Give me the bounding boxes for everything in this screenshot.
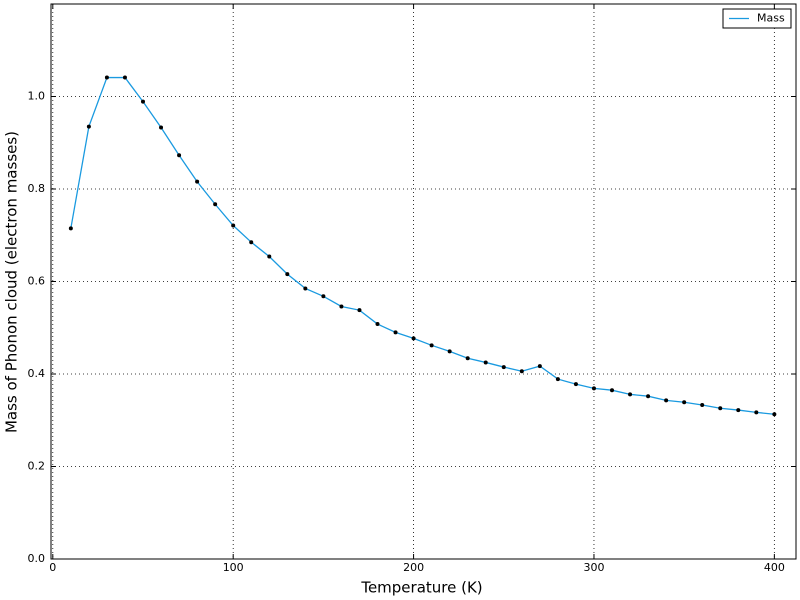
data-point — [736, 408, 741, 413]
data-point — [249, 240, 254, 245]
legend-label: Mass — [757, 12, 785, 25]
data-point — [159, 125, 164, 130]
data-point — [447, 349, 452, 354]
data-point — [483, 360, 488, 365]
legend-box — [722, 8, 792, 29]
data-point — [321, 294, 326, 299]
x-axis-label: Temperature (K) — [360, 579, 482, 597]
data-point — [429, 343, 434, 348]
y-tick-label: 0.2 — [28, 460, 46, 473]
data-point — [682, 400, 687, 405]
data-point — [573, 382, 578, 387]
data-point — [357, 308, 362, 313]
data-point — [519, 369, 524, 374]
x-tick-label: 200 — [403, 561, 424, 574]
data-point — [700, 402, 705, 407]
data-point — [339, 304, 344, 309]
y-axis-label: Mass of Phonon cloud (electron masses) — [3, 131, 21, 433]
data-point — [646, 394, 651, 399]
data-point — [772, 412, 777, 417]
y-tick-label: 0.6 — [28, 275, 46, 288]
y-tick-label: 0.4 — [28, 367, 46, 380]
data-point — [555, 377, 560, 382]
data-point — [303, 286, 308, 291]
data-point — [628, 392, 633, 397]
data-point — [375, 322, 380, 327]
x-tick-label: 0 — [49, 561, 56, 574]
y-tick-label: 0.0 — [28, 552, 46, 565]
data-point — [411, 336, 416, 341]
data-point — [140, 99, 145, 104]
data-point — [104, 75, 109, 80]
plot-frame — [50, 3, 797, 560]
data-point — [754, 410, 759, 415]
data-point — [501, 365, 506, 370]
data-point — [195, 179, 200, 184]
data-point — [393, 330, 398, 335]
data-point — [610, 388, 615, 393]
data-point — [68, 226, 73, 231]
data-point — [86, 124, 91, 129]
data-point — [267, 254, 272, 259]
data-point — [177, 153, 182, 158]
data-point — [537, 364, 542, 369]
data-point — [122, 75, 127, 80]
data-point — [718, 406, 723, 411]
x-tick-label: 400 — [764, 561, 785, 574]
data-point — [465, 356, 470, 361]
y-tick-label: 1.0 — [28, 90, 46, 103]
data-point — [213, 202, 218, 207]
data-point — [591, 386, 596, 391]
y-tick-label: 0.8 — [28, 182, 46, 195]
data-line — [70, 76, 775, 415]
data-point — [664, 398, 669, 403]
legend: Mass — [722, 8, 792, 29]
data-point — [231, 223, 236, 228]
x-tick-label: 300 — [583, 561, 604, 574]
x-tick-label: 100 — [223, 561, 244, 574]
data-point — [285, 272, 290, 277]
